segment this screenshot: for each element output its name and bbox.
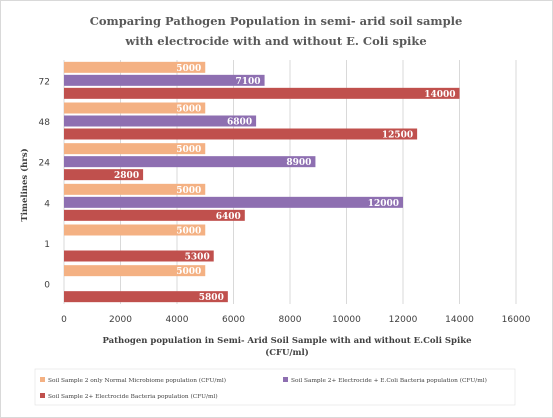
bar-s0-c2 <box>64 143 206 155</box>
x-tick-label-3: 6000 <box>222 315 245 325</box>
y-tick-label-5: 0 <box>44 281 50 291</box>
x-tick-label-2: 4000 <box>166 315 189 325</box>
y-tick-label-0: 72 <box>39 77 50 87</box>
legend-swatch-1 <box>283 377 288 382</box>
bar-s2-c0 <box>64 87 460 99</box>
bar-s0-c5 <box>64 265 206 277</box>
x-tick-label-6: 12000 <box>389 315 418 325</box>
chart-title-line-2: with electrocide with and without E. Col… <box>124 34 426 48</box>
legend-box <box>34 368 516 406</box>
x-axis-title-line-2: (CFU/ml) <box>265 347 309 358</box>
bar-s2-c1 <box>64 128 418 140</box>
x-tick-label-0: 0 <box>61 315 67 325</box>
data-label-s2-c3: 6400 <box>216 212 241 222</box>
x-tick-label-5: 10000 <box>332 315 361 325</box>
x-tick-label-4: 8000 <box>279 315 302 325</box>
data-label-s1-c0: 7100 <box>236 77 261 87</box>
data-label-s0-c2: 5000 <box>176 145 201 155</box>
bar-s2-c3 <box>64 209 245 221</box>
data-labels: 5000 7100 14000 5000 6800 12500 5000 8900 2800 50… <box>114 64 455 303</box>
bar-s2-c2 <box>64 169 144 181</box>
data-label-s0-c4: 5000 <box>176 227 201 237</box>
chart-title-line-1: Comparing Pathogen Population in semi- a… <box>90 14 463 28</box>
bar-s1-c0 <box>64 74 265 86</box>
x-tick-label-1: 2000 <box>109 315 132 325</box>
legend-swatch-2 <box>40 393 45 398</box>
bar-s0-c1 <box>64 102 206 114</box>
legend: Soil Sample 2 only Normal Microbiome pop… <box>34 368 516 406</box>
data-label-s2-c1: 12500 <box>382 131 413 141</box>
data-label-s1-c3: 12000 <box>368 199 399 209</box>
legend-label-0: Soil Sample 2 only Normal Microbiome pop… <box>48 377 226 384</box>
bar-s1-c1 <box>64 115 257 127</box>
data-label-s1-c2: 8900 <box>286 158 311 168</box>
data-label-s0-c0: 5000 <box>176 64 201 74</box>
bars <box>64 61 460 303</box>
bar-s0-c4 <box>64 224 206 236</box>
data-label-s2-c0: 14000 <box>424 90 455 100</box>
x-tick-labels: 0 2000 4000 6000 8000 10000 12000 14000 16000 <box>61 315 530 325</box>
y-axis-title: Timelines (hrs) <box>19 148 30 221</box>
y-tick-label-4: 1 <box>44 240 50 250</box>
bar-s2-c5 <box>64 291 228 303</box>
legend-label-1: Soil Sample 2+ Electrocide + E.Coli Bact… <box>291 377 487 384</box>
bar-s0-c0 <box>64 61 206 73</box>
legend-label-2: Soil Sample 2+ Electrocide Bacteria popu… <box>48 393 218 400</box>
data-label-s1-c1: 6800 <box>227 118 252 128</box>
y-tick-label-1: 48 <box>39 118 51 128</box>
legend-swatch-0 <box>40 377 45 382</box>
data-label-s2-c5: 5800 <box>199 293 224 303</box>
x-tick-label-7: 14000 <box>445 315 474 325</box>
data-label-s0-c3: 5000 <box>176 186 201 196</box>
bar-s2-c4 <box>64 250 214 262</box>
bar-s0-c3 <box>64 183 206 195</box>
x-axis-title-line-1: Pathogen population in Semi- Arid Soil S… <box>102 336 472 346</box>
y-tick-label-3: 4 <box>44 199 50 209</box>
bar-s1-c3 <box>64 196 403 208</box>
bar-s1-c2 <box>64 156 316 168</box>
data-label-s0-c1: 5000 <box>176 105 201 115</box>
y-tick-label-2: 24 <box>39 159 51 169</box>
data-label-s0-c5: 5000 <box>176 267 201 277</box>
gridlines <box>63 60 517 304</box>
data-label-s2-c4: 5300 <box>185 253 210 263</box>
x-tick-label-8: 16000 <box>502 315 531 325</box>
data-label-s2-c2: 2800 <box>114 171 139 181</box>
y-tick-labels: 72 48 24 4 1 0 <box>39 77 51 290</box>
